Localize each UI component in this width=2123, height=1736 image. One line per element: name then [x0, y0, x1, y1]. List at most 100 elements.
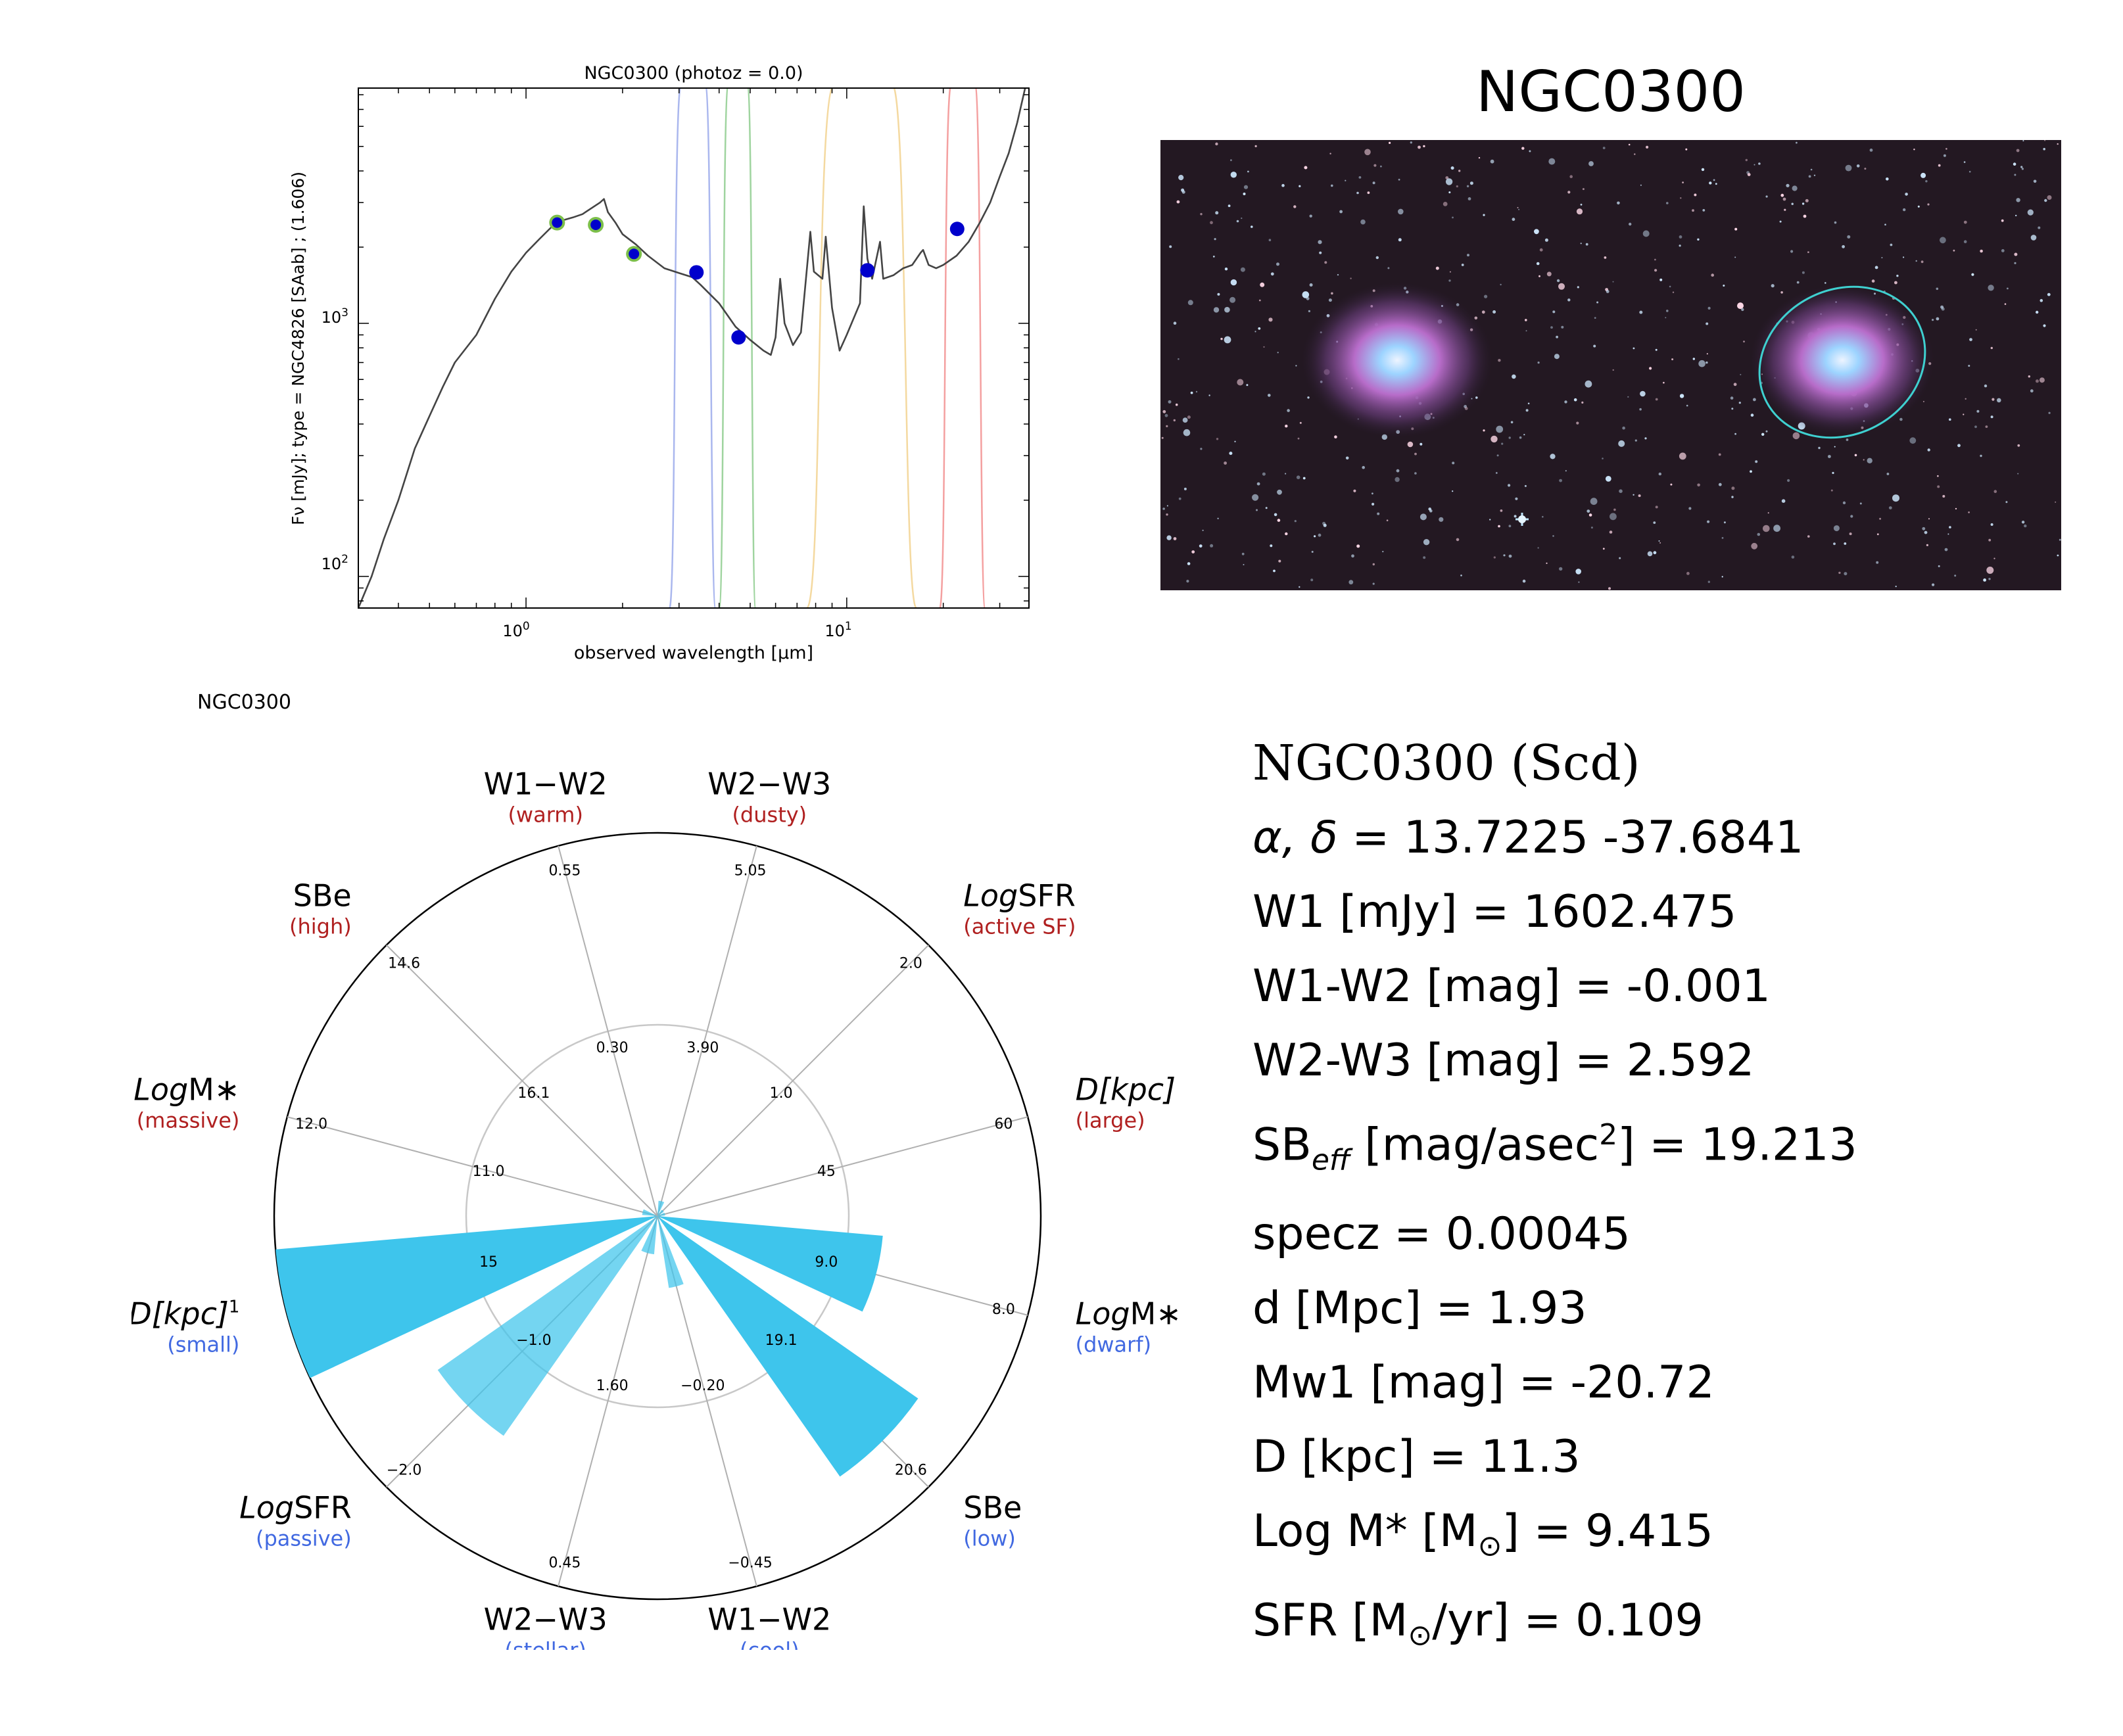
mass-prefix: Log M* [M: [1252, 1505, 1478, 1558]
star: [1522, 579, 1526, 583]
star: [1721, 537, 1724, 539]
star: [1707, 520, 1710, 523]
radar-bar: [657, 1216, 918, 1477]
star: [1414, 452, 1417, 456]
star: [1879, 517, 1882, 520]
star: [1490, 159, 1494, 164]
star: [1166, 505, 1168, 507]
star: [1671, 358, 1674, 361]
star: [1277, 519, 1281, 522]
star: [1638, 494, 1641, 498]
star: [1984, 384, 1988, 388]
radar-tick-outer: 8.0: [992, 1302, 1015, 1318]
star: [1655, 348, 1658, 351]
star: [2044, 140, 2046, 141]
star: [1345, 179, 1347, 181]
star: [1214, 238, 1216, 241]
star: [1496, 454, 1499, 457]
star: [1617, 201, 1620, 205]
star: [1500, 509, 1503, 512]
bright-star: [1515, 513, 1529, 526]
star: [1791, 555, 1795, 559]
star: [1801, 271, 1805, 274]
star: [1523, 434, 1525, 436]
star: [1510, 421, 1514, 424]
radar-axis-title: LogM∗: [133, 1072, 239, 1108]
sb-prefix: SB: [1252, 1119, 1312, 1171]
star: [1805, 199, 1809, 202]
star: [1706, 353, 1708, 355]
star: [1588, 161, 1594, 166]
radar-tick-mid: 0.30: [596, 1040, 629, 1056]
star: [1709, 181, 1712, 185]
star: [1268, 239, 1272, 241]
star: [1302, 477, 1306, 480]
coords-value: = 13.7225 -37.6841: [1352, 812, 1804, 864]
star: [2004, 303, 2007, 305]
radar-axis-sublabel: (high): [289, 914, 352, 939]
star: [1178, 358, 1180, 360]
galaxy-right: [1750, 285, 1934, 436]
radar-tick-mid: 15: [479, 1254, 498, 1271]
star: [1659, 278, 1663, 281]
star: [2040, 298, 2043, 302]
sed-ylabel: Fν [mJy]; type = NGC4826 [SAab] ; (1.606…: [289, 172, 308, 525]
star: [1353, 489, 1356, 492]
star: [1925, 180, 1928, 183]
star: [1237, 379, 1244, 386]
star: [1920, 172, 1926, 178]
star: [1215, 211, 1219, 215]
star: [1639, 310, 1643, 314]
star: [1954, 575, 1957, 577]
star: [1395, 477, 1400, 482]
star: [1268, 317, 1273, 322]
star: [1874, 266, 1878, 270]
star: [1807, 535, 1810, 538]
star: [1988, 578, 1991, 580]
star: [1199, 544, 1203, 548]
star: [1856, 164, 1860, 168]
star: [1610, 513, 1617, 521]
star: [1514, 515, 1517, 518]
star: [1277, 489, 1282, 495]
star: [1665, 317, 1667, 319]
star: [1187, 415, 1191, 419]
star: [1240, 267, 1245, 272]
star: [1414, 472, 1417, 475]
radar-spoke: [657, 945, 929, 1217]
star: [1988, 538, 1992, 542]
star: [1653, 551, 1657, 555]
radar-bar: [641, 1216, 657, 1255]
star: [1299, 586, 1300, 588]
star: [1372, 181, 1375, 185]
star: [1552, 310, 1556, 314]
star: [1525, 409, 1529, 412]
star: [1679, 452, 1686, 460]
radar-bar: [657, 1212, 665, 1216]
sed-ticks: [358, 88, 1029, 608]
star: [1350, 277, 1352, 279]
photometry-point: [949, 222, 965, 237]
star: [1707, 306, 1711, 310]
star: [2014, 252, 2018, 256]
radar-axis-sublabel: (dusty): [732, 802, 807, 827]
radar-title: NGC0300: [197, 691, 291, 714]
radar-spoke: [657, 1116, 1028, 1217]
star: [1435, 266, 1439, 270]
star: [1181, 190, 1185, 194]
star: [1765, 195, 1768, 198]
star: [1200, 213, 1203, 216]
star: [1519, 436, 1522, 439]
star: [1372, 492, 1373, 495]
star: [1927, 203, 1930, 206]
star: [1771, 284, 1775, 288]
star: [1731, 408, 1734, 410]
radar-axis-sublabel: (dwarf): [1076, 1332, 1151, 1357]
star: [2038, 226, 2041, 229]
star: [1594, 317, 1596, 319]
star: [1896, 274, 1899, 277]
radar-bar: [275, 1216, 657, 1378]
star: [2017, 473, 2019, 475]
star: [1751, 542, 1758, 550]
star: [1922, 400, 1924, 402]
